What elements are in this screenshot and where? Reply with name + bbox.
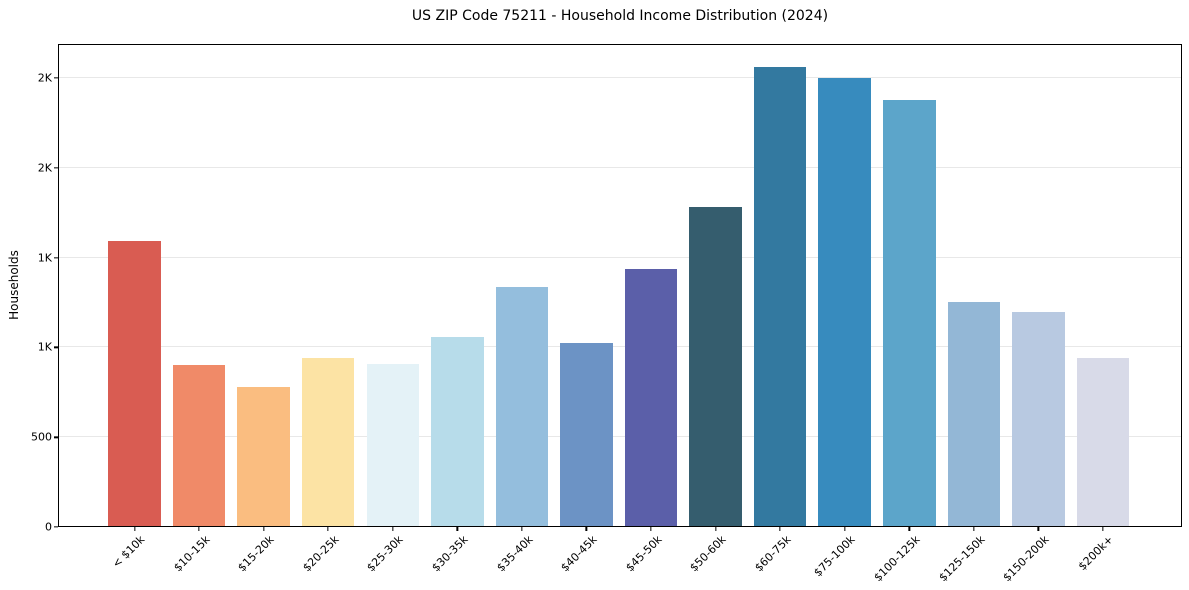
bar--20-25k bbox=[301, 358, 355, 527]
x-tick-label-text: $20-25k bbox=[300, 533, 342, 575]
x-tick-label-text: $50-60k bbox=[687, 533, 729, 575]
y-tick-mark bbox=[54, 257, 58, 259]
x-tick-label-text: $60-75k bbox=[752, 533, 794, 575]
x-tick-mark bbox=[1037, 527, 1040, 531]
x-tick-mark bbox=[908, 527, 910, 531]
gridline bbox=[58, 346, 1182, 348]
bar--35-40k bbox=[495, 287, 549, 527]
y-tick-mark bbox=[54, 77, 58, 79]
bar--25-30k bbox=[366, 363, 419, 527]
x-tick-mark bbox=[198, 527, 200, 531]
bar--10-15k bbox=[172, 365, 226, 527]
x-tick-mark bbox=[521, 527, 523, 531]
x-tick-label-text: $45-50k bbox=[622, 533, 665, 575]
x-tick-label-text: $35-40k bbox=[493, 533, 536, 575]
y-tick-mark bbox=[54, 167, 58, 169]
y-tick-label: 1K bbox=[37, 251, 52, 265]
x-tick-label-text: $125-150k bbox=[935, 533, 988, 585]
x-tick-mark bbox=[1102, 527, 1104, 531]
x-tick-mark bbox=[327, 527, 329, 531]
bar--50-60k bbox=[689, 207, 742, 527]
y-tick-mark bbox=[54, 436, 58, 438]
y-tick-label: 500 bbox=[31, 430, 52, 444]
x-tick-label-text: $40-45k bbox=[558, 533, 600, 575]
y-tick-label: 2K bbox=[37, 71, 52, 85]
x-tick-mark bbox=[779, 527, 781, 531]
x-tick-label-text: $75-100k bbox=[811, 533, 858, 580]
gridline bbox=[58, 256, 1182, 258]
x-tick-mark bbox=[844, 527, 846, 531]
x-tick-mark bbox=[456, 527, 458, 531]
y-tick-mark bbox=[54, 526, 58, 528]
bar--60-75k bbox=[753, 67, 807, 527]
x-tick-mark bbox=[585, 527, 588, 531]
bar--75-100k bbox=[818, 78, 871, 527]
x-tick-label-text: $200k+ bbox=[1076, 533, 1117, 574]
x-tick-mark bbox=[392, 527, 394, 531]
bar--40-45k bbox=[560, 342, 613, 527]
y-tick-label: 0 bbox=[45, 520, 52, 534]
bar--15-20k bbox=[237, 386, 290, 527]
x-tick-mark bbox=[133, 527, 136, 531]
gridline bbox=[58, 166, 1182, 168]
x-tick-label-text: $30-35k bbox=[429, 533, 471, 575]
x-tick-mark bbox=[262, 527, 265, 531]
x-tick-label-text: < $10k bbox=[110, 533, 148, 571]
x-tick-mark bbox=[714, 527, 717, 531]
x-tick-label-text: $10-15k bbox=[170, 533, 213, 575]
bar--10k bbox=[108, 240, 161, 527]
gridline bbox=[58, 77, 1182, 79]
bar--45-50k bbox=[624, 269, 678, 527]
y-tick-mark bbox=[54, 346, 58, 349]
x-tick-label-text: $25-30k bbox=[364, 533, 406, 575]
x-tick-label-text: $15-20k bbox=[235, 533, 277, 575]
x-tick-mark bbox=[650, 527, 652, 531]
x-tick-mark bbox=[973, 527, 975, 531]
bar--150-200k bbox=[1012, 311, 1065, 527]
bar--30-35k bbox=[431, 336, 484, 527]
bar--125-150k bbox=[947, 301, 1001, 527]
bar--200k+ bbox=[1076, 358, 1130, 527]
gridline bbox=[58, 436, 1182, 438]
y-tick-label: 1K bbox=[37, 340, 52, 354]
y-tick-label: 2K bbox=[37, 161, 52, 175]
bar--100-125k bbox=[883, 99, 936, 527]
chart-title: US ZIP Code 75211 - Household Income Dis… bbox=[411, 8, 829, 24]
plot-area bbox=[58, 44, 1182, 527]
x-tick-label-text: $100-125k bbox=[871, 533, 923, 585]
x-tick-label-text: $150-200k bbox=[1000, 533, 1052, 585]
